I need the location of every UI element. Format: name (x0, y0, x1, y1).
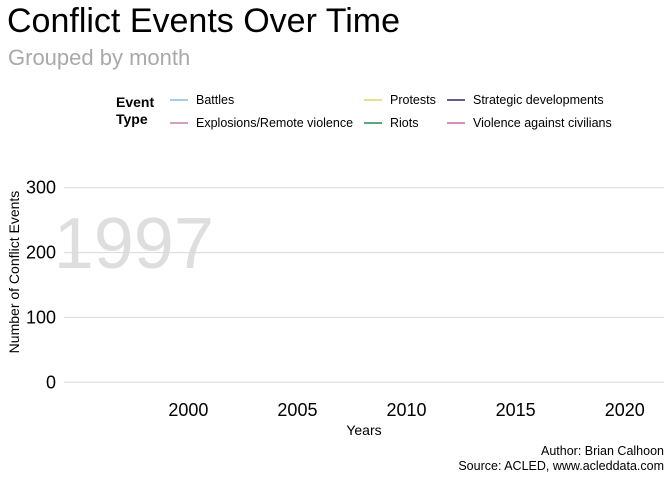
legend-key (170, 99, 188, 101)
x-tick-label: 2005 (277, 400, 317, 420)
x-tick-label: 2010 (387, 400, 427, 420)
y-tick-label: 100 (26, 307, 56, 327)
legend-key (364, 99, 382, 101)
frame-year-label: 1997 (54, 204, 214, 284)
x-tick-label: 2020 (605, 400, 645, 420)
legend-key (447, 99, 465, 101)
y-tick-label: 200 (26, 243, 56, 263)
legend-label: Violence against civilians (473, 116, 612, 130)
chart-subtitle: Grouped by month (8, 45, 191, 70)
legend-key (447, 122, 465, 124)
legend-key (170, 122, 188, 124)
x-axis-title: Years (346, 422, 381, 438)
y-axis-title: Number of Conflict Events (6, 191, 22, 354)
x-tick-label: 2015 (496, 400, 536, 420)
legend-label: Strategic developments (473, 93, 604, 107)
x-tick-label: 2000 (168, 400, 208, 420)
chart-title: Conflict Events Over Time (7, 2, 401, 40)
legend-key (364, 122, 382, 124)
legend-label: Battles (196, 93, 235, 107)
legend-label: Explosions/Remote violence (196, 116, 354, 130)
y-tick-label: 300 (26, 178, 56, 198)
caption-source: Source: ACLED, www.acleddata.com (458, 459, 664, 473)
legend-label: Protests (390, 93, 436, 107)
caption-author: Author: Brian Calhoon (541, 444, 664, 458)
legend-label: Riots (390, 116, 419, 130)
y-tick-label: 0 (46, 372, 56, 392)
legend-title: Event Type (116, 94, 155, 127)
